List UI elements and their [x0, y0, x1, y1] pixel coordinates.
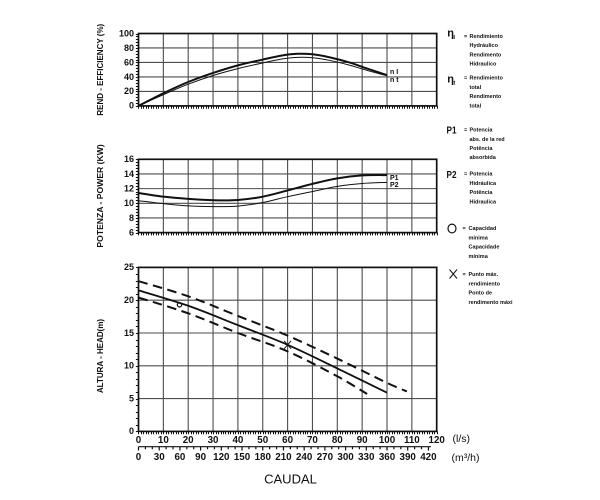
- svg-text:I: I: [453, 35, 455, 41]
- svg-text:150: 150: [234, 452, 251, 463]
- svg-text:Rendimiento: Rendimiento: [470, 34, 504, 40]
- svg-text:90: 90: [195, 452, 206, 463]
- svg-text:Rendimento: Rendimento: [470, 52, 502, 58]
- svg-text:16: 16: [124, 154, 134, 164]
- svg-text:=: =: [464, 128, 467, 134]
- svg-text:η: η: [447, 73, 454, 85]
- svg-text:10: 10: [124, 361, 134, 371]
- svg-text:30: 30: [154, 452, 165, 463]
- svg-text:20: 20: [124, 86, 134, 96]
- svg-text:60: 60: [124, 57, 134, 67]
- svg-text:P2: P2: [447, 169, 457, 181]
- svg-text:(l/s): (l/s): [453, 433, 471, 445]
- svg-text:0: 0: [136, 435, 142, 446]
- svg-text:Hidráulica: Hidráulica: [470, 181, 498, 187]
- svg-text:Hydráulico: Hydráulico: [470, 43, 499, 49]
- svg-text:120: 120: [213, 452, 230, 463]
- svg-text:420: 420: [420, 452, 437, 463]
- svg-text:100: 100: [379, 435, 396, 446]
- svg-text:=: =: [464, 34, 467, 40]
- svg-text:absorbida: absorbida: [470, 155, 497, 161]
- svg-text:Rendimiento: Rendimiento: [470, 76, 504, 82]
- svg-text:(m³/h): (m³/h): [452, 452, 480, 464]
- svg-text:=: =: [464, 172, 467, 178]
- svg-text:=: =: [463, 272, 466, 278]
- svg-text:Ponto de: Ponto de: [469, 291, 493, 297]
- svg-text:100: 100: [119, 28, 134, 38]
- svg-text:330: 330: [358, 452, 375, 463]
- svg-text:rendimento máxi: rendimento máxi: [469, 300, 513, 306]
- svg-text:=: =: [464, 76, 467, 82]
- svg-text:Capacidad: Capacidad: [469, 226, 497, 232]
- svg-text:n t: n t: [390, 77, 399, 84]
- svg-text:60: 60: [174, 452, 185, 463]
- svg-text:Potência: Potência: [470, 146, 494, 152]
- svg-text:η: η: [447, 28, 454, 40]
- svg-text:total: total: [470, 103, 482, 109]
- svg-text:180: 180: [255, 452, 272, 463]
- svg-text:40: 40: [232, 435, 243, 446]
- svg-text:P1: P1: [447, 125, 457, 137]
- svg-text:10: 10: [124, 198, 134, 208]
- svg-text:12: 12: [124, 183, 134, 193]
- svg-text:t: t: [453, 81, 455, 87]
- svg-text:Potencia: Potencia: [470, 172, 494, 178]
- svg-text:Punto máx.: Punto máx.: [469, 272, 499, 278]
- svg-text:300: 300: [337, 452, 354, 463]
- svg-text:CAUDAL: CAUDAL: [264, 471, 317, 486]
- svg-text:0: 0: [129, 426, 134, 436]
- svg-text:110: 110: [404, 435, 420, 446]
- svg-text:5: 5: [129, 393, 134, 403]
- svg-text:20: 20: [124, 295, 134, 305]
- svg-text:210: 210: [275, 452, 292, 463]
- svg-text:40: 40: [124, 72, 134, 82]
- svg-text:390: 390: [400, 452, 417, 463]
- svg-text:P2: P2: [390, 182, 399, 189]
- svg-text:80: 80: [124, 43, 134, 53]
- svg-text:50: 50: [257, 435, 268, 446]
- svg-text:15: 15: [124, 328, 134, 338]
- svg-text:P1: P1: [390, 175, 399, 182]
- svg-text:=: =: [463, 226, 466, 232]
- svg-text:120: 120: [429, 435, 446, 446]
- svg-text:n I: n I: [390, 69, 398, 76]
- svg-text:60: 60: [282, 435, 293, 446]
- svg-text:70: 70: [307, 435, 318, 446]
- svg-text:abs. de la red: abs. de la red: [470, 137, 505, 143]
- svg-text:20: 20: [183, 435, 194, 446]
- svg-text:8: 8: [129, 213, 134, 223]
- svg-text:ALTURA - HEAD(m): ALTURA - HEAD(m): [96, 319, 105, 394]
- svg-text:0: 0: [136, 452, 142, 463]
- svg-text:mínima: mínima: [469, 235, 489, 241]
- svg-text:rendimiento: rendimiento: [469, 281, 501, 287]
- svg-text:10: 10: [158, 435, 169, 446]
- svg-text:total: total: [470, 85, 482, 91]
- svg-text:mínima: mínima: [469, 254, 489, 260]
- svg-text:270: 270: [317, 452, 334, 463]
- svg-text:Capacidade: Capacidade: [469, 245, 500, 251]
- svg-text:30: 30: [208, 435, 219, 446]
- svg-text:Potencia: Potencia: [470, 128, 494, 134]
- svg-text:POTENZA - POWER (KW): POTENZA - POWER (KW): [95, 144, 105, 247]
- svg-text:REND - EFFICIENCY (%): REND - EFFICIENCY (%): [96, 23, 105, 115]
- svg-text:Potência: Potência: [470, 190, 494, 196]
- svg-text:Hidraulica: Hidraulica: [470, 199, 498, 205]
- svg-text:25: 25: [124, 262, 134, 272]
- svg-text:Hidraulico: Hidraulico: [470, 62, 498, 68]
- svg-text:Rendimento: Rendimento: [470, 94, 502, 100]
- svg-text:6: 6: [129, 227, 134, 237]
- svg-text:240: 240: [296, 452, 313, 463]
- svg-text:360: 360: [379, 452, 396, 463]
- svg-text:14: 14: [124, 169, 134, 179]
- svg-text:0: 0: [129, 101, 134, 111]
- svg-text:80: 80: [332, 435, 343, 446]
- svg-text:90: 90: [357, 435, 368, 446]
